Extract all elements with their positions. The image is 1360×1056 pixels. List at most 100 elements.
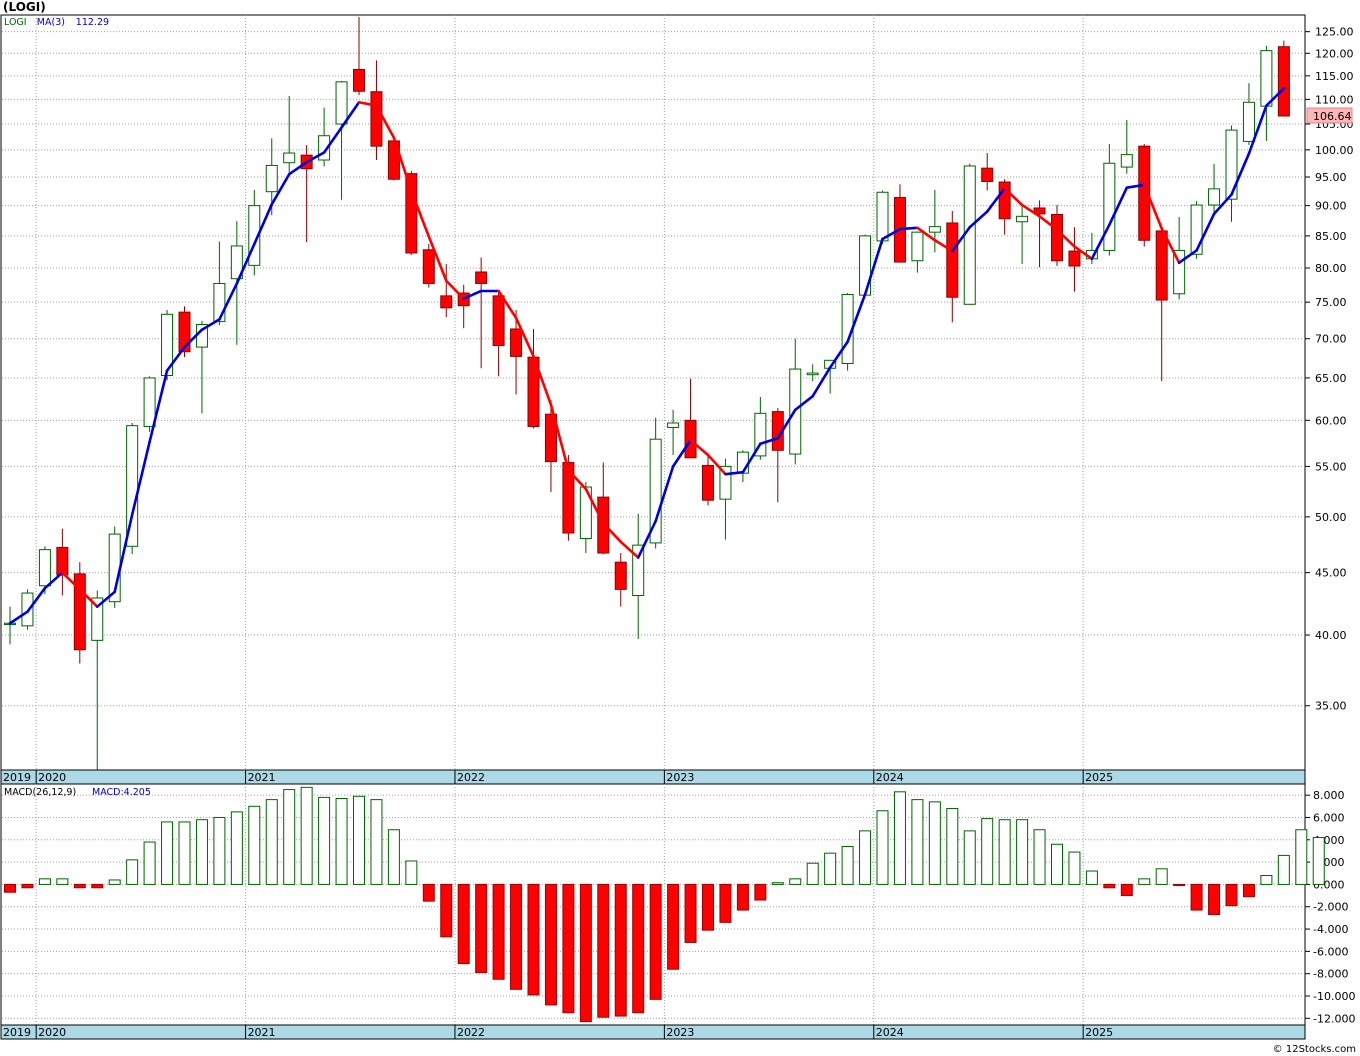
- candle-2022-03: [492, 290, 505, 377]
- candle-2020-11: [213, 241, 226, 326]
- macd-bar: [893, 791, 906, 885]
- macd-bar: [143, 841, 156, 885]
- candle-2023-04: [719, 458, 732, 540]
- macd-legend: MACD(26,12,9) MACD:4.205: [4, 787, 151, 798]
- price-tick-label: 70.00: [1315, 333, 1347, 346]
- macd-bar: [300, 786, 313, 885]
- macd-bar: [579, 883, 592, 1023]
- macd-bar: [806, 862, 819, 885]
- legend-0: LOGI: [4, 17, 27, 28]
- candle-body: [1033, 207, 1046, 215]
- candle-2020-06: [126, 422, 139, 555]
- candle-2024-09: [1016, 203, 1029, 265]
- macd-bar: [318, 796, 331, 885]
- macd-bar: [457, 883, 470, 965]
- macd-bar: [1068, 851, 1081, 885]
- candle-body: [1103, 162, 1116, 251]
- macd-tick-label: 6.000: [1313, 811, 1345, 824]
- candle-2022-10: [614, 553, 627, 607]
- ma3-segment: [601, 521, 623, 544]
- ma3-segment: [846, 293, 867, 344]
- candle-body: [283, 152, 296, 164]
- ma3-segment: [950, 225, 972, 253]
- macd-bar: [544, 883, 557, 1006]
- ma3-segment: [724, 470, 745, 476]
- ma3-segment: [654, 465, 675, 523]
- candle-2022-02: [475, 257, 488, 369]
- ma3-segment: [26, 586, 47, 614]
- macd-bar: [21, 883, 34, 889]
- candle-body: [1068, 250, 1081, 267]
- ma3-segment: [287, 160, 308, 176]
- ma3-segment: [497, 289, 518, 320]
- candle-body: [719, 465, 732, 500]
- ma3-segment: [1195, 212, 1216, 252]
- macd-bar: [1312, 837, 1325, 885]
- candle-body: [248, 205, 261, 266]
- macd-legend-0: MACD(26,12,9): [4, 787, 76, 798]
- ma3-segment: [933, 238, 954, 253]
- candle-2024-04: [928, 189, 941, 253]
- macd-year-label: 2024: [876, 1026, 904, 1039]
- macd-bar: [73, 883, 86, 889]
- candle-body: [91, 597, 104, 641]
- candle-body: [928, 226, 941, 233]
- ma3-segment: [410, 189, 431, 238]
- price-tick-label: 100.00: [1315, 144, 1354, 157]
- macd-bar: [108, 879, 121, 885]
- candle-body: [1242, 101, 1255, 142]
- candle-body: [1225, 129, 1238, 200]
- price-tick-label: 110.00: [1315, 93, 1354, 106]
- candle-body: [667, 422, 680, 428]
- macd-bar: [702, 883, 714, 931]
- macd-bar: [981, 818, 994, 885]
- candle-body: [73, 573, 86, 651]
- candle-body: [562, 462, 575, 534]
- ma3-segment: [1038, 215, 1059, 232]
- candle-2024-05: [946, 210, 959, 323]
- ma3-segment: [1003, 186, 1024, 207]
- candle-body: [1138, 145, 1151, 241]
- candle-2020-02: [56, 528, 69, 596]
- macd-bar: [1225, 883, 1238, 907]
- candle-body: [946, 222, 959, 298]
- candle-2020-01: [38, 546, 51, 595]
- ma3-segment: [1020, 203, 1041, 218]
- macd-bar: [1120, 883, 1133, 897]
- macd-year-label: 2021: [248, 1026, 276, 1039]
- macd-bar: [178, 821, 191, 885]
- ma3-segment: [78, 588, 99, 608]
- candle-2021-06: [335, 80, 348, 200]
- candle-body: [632, 544, 645, 597]
- macd-bar: [911, 799, 924, 885]
- candle-body: [178, 311, 191, 353]
- candle-body: [1155, 230, 1168, 301]
- year-label: 2020: [38, 771, 66, 784]
- macd-bar: [1208, 883, 1221, 916]
- candle-body: [475, 271, 488, 284]
- ma3-segment: [218, 282, 239, 321]
- candle-2021-07: [353, 17, 365, 96]
- candle-2025-10: [1242, 83, 1255, 146]
- price-panel: 125.00120.00115.00110.00105.00100.0095.0…: [0, 14, 1354, 785]
- price-tick-label: 60.00: [1315, 414, 1347, 427]
- price-tick-label: 95.00: [1315, 171, 1347, 184]
- year-label: 2021: [248, 771, 276, 784]
- macd-bar: [1190, 883, 1203, 911]
- ma3-segment: [130, 440, 151, 517]
- macd-bar: [1138, 878, 1151, 885]
- macd-bar: [405, 860, 418, 885]
- candle-2022-08: [579, 482, 592, 554]
- macd-bar: [38, 878, 51, 885]
- candle-2025-12: [1277, 40, 1290, 117]
- year-label: 2023: [666, 771, 694, 784]
- candle-body: [911, 231, 924, 262]
- candle-body: [1016, 215, 1029, 223]
- candle-2022-06: [544, 400, 557, 493]
- ma3-segment: [584, 487, 605, 525]
- ma3-segment: [706, 453, 727, 476]
- candle-body: [544, 413, 557, 463]
- candle-body: [1120, 154, 1133, 168]
- macd-bar: [614, 883, 627, 1017]
- candle-2020-07: [143, 376, 156, 432]
